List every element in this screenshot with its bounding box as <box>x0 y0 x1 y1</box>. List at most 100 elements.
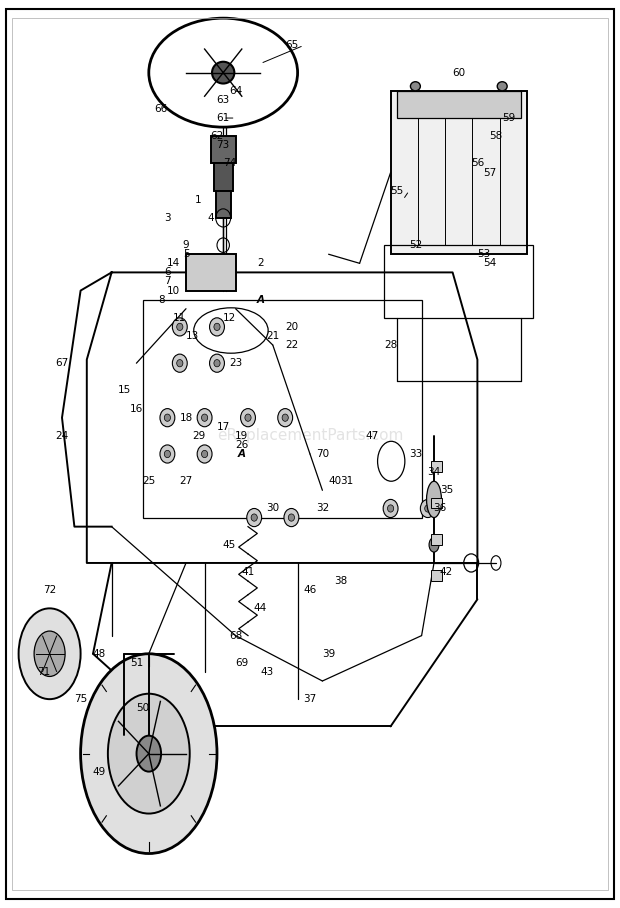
Text: A: A <box>257 294 264 305</box>
Ellipse shape <box>425 505 431 512</box>
Text: 56: 56 <box>471 158 484 169</box>
Bar <box>397 91 521 118</box>
Ellipse shape <box>383 499 398 518</box>
Ellipse shape <box>284 508 299 527</box>
Text: 54: 54 <box>483 258 497 269</box>
Text: 7: 7 <box>164 276 171 287</box>
Ellipse shape <box>427 481 441 518</box>
Text: 10: 10 <box>167 285 180 296</box>
Ellipse shape <box>497 82 507 91</box>
Ellipse shape <box>164 450 171 458</box>
Text: 49: 49 <box>92 766 106 777</box>
Text: 17: 17 <box>216 421 230 432</box>
Ellipse shape <box>247 508 262 527</box>
Ellipse shape <box>388 505 394 512</box>
Ellipse shape <box>197 445 212 463</box>
Text: 33: 33 <box>409 449 422 459</box>
Ellipse shape <box>210 318 224 336</box>
Text: 3: 3 <box>164 212 171 223</box>
Bar <box>211 136 236 163</box>
Text: 48: 48 <box>92 648 106 659</box>
Text: 23: 23 <box>229 358 242 369</box>
Ellipse shape <box>410 82 420 91</box>
Ellipse shape <box>378 441 405 481</box>
Ellipse shape <box>288 514 294 521</box>
Text: 61: 61 <box>216 113 230 123</box>
Text: 1: 1 <box>195 194 202 205</box>
Ellipse shape <box>278 409 293 427</box>
Ellipse shape <box>108 694 190 814</box>
Text: 8: 8 <box>158 294 164 305</box>
Ellipse shape <box>19 608 81 699</box>
Ellipse shape <box>282 414 288 421</box>
Bar <box>143 300 422 518</box>
Ellipse shape <box>177 360 183 367</box>
Text: 53: 53 <box>477 249 490 260</box>
Text: 72: 72 <box>43 585 56 596</box>
Ellipse shape <box>149 18 298 127</box>
Bar <box>384 245 533 318</box>
Text: 42: 42 <box>440 567 453 577</box>
Text: 15: 15 <box>117 385 131 396</box>
Text: 37: 37 <box>303 694 317 705</box>
Text: 65: 65 <box>285 40 298 51</box>
Text: 52: 52 <box>409 240 422 251</box>
Ellipse shape <box>164 414 171 421</box>
Bar <box>431 534 442 545</box>
Ellipse shape <box>202 414 208 421</box>
Bar <box>216 191 231 218</box>
Text: 50: 50 <box>136 703 149 714</box>
Text: 30: 30 <box>266 503 280 514</box>
Text: 59: 59 <box>502 113 515 123</box>
Text: 43: 43 <box>260 666 273 677</box>
Text: A: A <box>238 449 246 459</box>
Ellipse shape <box>136 735 161 772</box>
Text: 39: 39 <box>322 648 335 659</box>
Text: 4: 4 <box>208 212 214 223</box>
Text: 74: 74 <box>223 158 236 169</box>
Text: 55: 55 <box>390 185 404 196</box>
Text: 35: 35 <box>440 485 453 496</box>
Text: 51: 51 <box>130 657 143 668</box>
Text: 46: 46 <box>303 585 317 596</box>
Text: 25: 25 <box>142 476 156 487</box>
Text: 64: 64 <box>229 85 242 96</box>
Text: 68: 68 <box>229 630 242 641</box>
Text: 31: 31 <box>340 476 354 487</box>
Text: 27: 27 <box>179 476 193 487</box>
Text: 19: 19 <box>235 430 249 441</box>
Ellipse shape <box>202 450 208 458</box>
Text: 6: 6 <box>164 267 171 278</box>
Ellipse shape <box>81 654 217 854</box>
Text: 24: 24 <box>55 430 69 441</box>
Text: 62: 62 <box>210 131 224 142</box>
Text: 75: 75 <box>74 694 87 705</box>
Bar <box>431 570 442 581</box>
Ellipse shape <box>251 514 257 521</box>
Ellipse shape <box>160 409 175 427</box>
Text: 58: 58 <box>489 131 503 142</box>
Bar <box>186 254 236 291</box>
Text: eReplacementParts.com: eReplacementParts.com <box>217 429 403 443</box>
Text: 63: 63 <box>216 94 230 105</box>
Bar <box>431 498 442 508</box>
Text: 73: 73 <box>216 140 230 151</box>
Text: 11: 11 <box>173 312 187 323</box>
Ellipse shape <box>197 409 212 427</box>
Bar <box>214 163 232 191</box>
Text: 28: 28 <box>384 340 397 350</box>
Ellipse shape <box>214 323 220 331</box>
Text: 29: 29 <box>192 430 205 441</box>
Text: 47: 47 <box>365 430 379 441</box>
Ellipse shape <box>212 62 234 84</box>
Text: 12: 12 <box>223 312 236 323</box>
Text: 20: 20 <box>285 321 298 332</box>
Text: 18: 18 <box>179 412 193 423</box>
Ellipse shape <box>172 354 187 372</box>
Text: 2: 2 <box>257 258 264 269</box>
Text: 69: 69 <box>235 657 249 668</box>
Text: 36: 36 <box>433 503 447 514</box>
Ellipse shape <box>210 354 224 372</box>
Text: 57: 57 <box>483 167 497 178</box>
Text: 34: 34 <box>427 467 441 478</box>
